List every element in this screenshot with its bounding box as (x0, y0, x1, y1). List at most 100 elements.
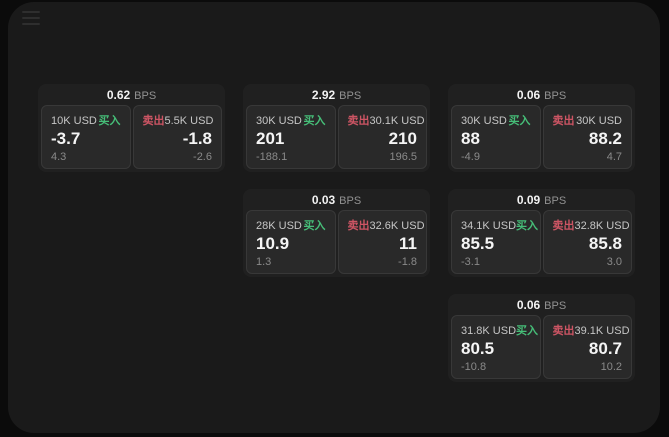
buy-side-label: 买入 (98, 115, 121, 127)
sell-price: 88.2 (588, 129, 622, 149)
quote-panels: 34.1K USD 买入 85.5 -3.1 卖出 32.8K USD 85.8… (451, 210, 632, 274)
buy-top-row: 34.1K USD 买入 (461, 217, 538, 233)
quote-card: 0.62 BPS 10K USD 买入 -3.7 4.3 卖出 5.5K USD (38, 84, 225, 172)
buy-panel[interactable]: 31.8K USD 买入 80.5 -10.8 (451, 315, 541, 379)
sell-panel[interactable]: 卖出 30K USD 88.2 4.7 (542, 105, 632, 169)
bps-header: 2.92 BPS (246, 84, 427, 105)
sell-panel[interactable]: 卖出 30.1K USD 210 196.5 (337, 105, 427, 169)
buy-price: -3.7 (51, 129, 81, 149)
bps-header: 0.62 BPS (41, 84, 222, 105)
sell-price: 85.8 (588, 234, 622, 254)
buy-panel[interactable]: 30K USD 买入 201 -188.1 (246, 105, 336, 169)
buy-amount: 31.8K USD (461, 325, 517, 337)
sell-panel[interactable]: 卖出 32.6K USD 11 -1.8 (337, 210, 427, 274)
sell-price: 210 (388, 129, 417, 149)
sell-amount: 30.1K USD (369, 115, 425, 127)
bps-unit-label: BPS (544, 300, 567, 312)
buy-panel[interactable]: 28K USD 买入 10.9 1.3 (246, 210, 336, 274)
sell-change: 196.5 (389, 151, 417, 163)
buy-change: -188.1 (256, 151, 288, 163)
sell-side-label: 卖出 (347, 220, 370, 232)
sell-amount: 32.6K USD (369, 220, 425, 232)
sell-price: 80.7 (588, 339, 622, 359)
sell-top-row: 卖出 30K USD (553, 112, 623, 128)
bps-header: 0.03 BPS (246, 189, 427, 210)
bps-header: 0.09 BPS (451, 189, 632, 210)
bps-header: 0.06 BPS (451, 294, 632, 315)
buy-change: -4.9 (461, 151, 480, 163)
bps-unit-label: BPS (339, 90, 362, 102)
sell-panel[interactable]: 卖出 32.8K USD 85.8 3.0 (542, 210, 632, 274)
bps-unit-label: BPS (339, 195, 362, 207)
sell-price: 11 (399, 234, 417, 254)
buy-panel[interactable]: 10K USD 买入 -3.7 4.3 (41, 105, 131, 169)
sell-change: -2.6 (193, 151, 212, 163)
sell-price: -1.8 (182, 129, 212, 149)
buy-top-row: 30K USD 买入 (461, 112, 531, 128)
buy-change: 4.3 (51, 151, 67, 163)
sell-panel[interactable]: 卖出 5.5K USD -1.8 -2.6 (132, 105, 222, 169)
sell-top-row: 卖出 39.1K USD (552, 322, 630, 338)
bps-value: 0.06 (516, 88, 541, 102)
buy-price: 10.9 (256, 234, 290, 254)
sell-side-label: 卖出 (347, 115, 370, 127)
sell-side-label: 卖出 (552, 220, 575, 232)
bps-value: 0.62 (106, 88, 131, 102)
sell-amount: 39.1K USD (574, 325, 630, 337)
buy-price: 201 (256, 129, 285, 149)
sell-top-row: 卖出 32.6K USD (347, 217, 425, 233)
quote-card: 0.06 BPS 30K USD 买入 88 -4.9 卖出 30K USD (448, 84, 635, 172)
buy-amount: 30K USD (461, 115, 507, 127)
sell-side-label: 卖出 (142, 115, 165, 127)
buy-side-label: 买入 (303, 115, 326, 127)
buy-change: -3.1 (461, 256, 480, 268)
quote-panels: 30K USD 买入 201 -188.1 卖出 30.1K USD 210 1… (246, 105, 427, 169)
quote-panels: 10K USD 买入 -3.7 4.3 卖出 5.5K USD -1.8 -2.… (41, 105, 222, 169)
sell-change: 10.2 (600, 361, 622, 373)
buy-price: 85.5 (461, 234, 495, 254)
bps-value: 0.09 (516, 193, 541, 207)
sell-amount: 32.8K USD (574, 220, 630, 232)
quote-panels: 28K USD 买入 10.9 1.3 卖出 32.6K USD 11 -1.8 (246, 210, 427, 274)
sell-side-label: 卖出 (552, 115, 575, 127)
quote-card: 0.09 BPS 34.1K USD 买入 85.5 -3.1 卖出 32.8K … (448, 189, 635, 277)
bps-value: 0.06 (516, 298, 541, 312)
hamburger-menu-icon[interactable] (22, 11, 40, 25)
sell-panel[interactable]: 卖出 39.1K USD 80.7 10.2 (542, 315, 632, 379)
buy-change: -10.8 (461, 361, 487, 373)
buy-top-row: 31.8K USD 买入 (461, 322, 538, 338)
buy-panel[interactable]: 30K USD 买入 88 -4.9 (451, 105, 541, 169)
quote-panels: 31.8K USD 买入 80.5 -10.8 卖出 39.1K USD 80.… (451, 315, 632, 379)
buy-side-label: 买入 (508, 115, 531, 127)
buy-amount: 28K USD (256, 220, 302, 232)
sell-amount: 5.5K USD (164, 115, 214, 127)
bps-unit-label: BPS (134, 90, 157, 102)
buy-panel[interactable]: 34.1K USD 买入 85.5 -3.1 (451, 210, 541, 274)
buy-side-label: 买入 (303, 220, 326, 232)
bps-unit-label: BPS (544, 195, 567, 207)
buy-top-row: 10K USD 买入 (51, 112, 121, 128)
buy-side-label: 买入 (516, 325, 539, 337)
sell-change: 3.0 (606, 256, 622, 268)
sell-side-label: 卖出 (552, 325, 575, 337)
sell-change: 4.7 (606, 151, 622, 163)
sell-change: -1.8 (398, 256, 417, 268)
bps-value: 0.03 (311, 193, 336, 207)
buy-price: 88 (461, 129, 480, 149)
quote-card: 0.06 BPS 31.8K USD 买入 80.5 -10.8 卖出 39.1K… (448, 294, 635, 382)
app-surface: 0.62 BPS 10K USD 买入 -3.7 4.3 卖出 5.5K USD (8, 2, 660, 433)
bps-unit-label: BPS (544, 90, 567, 102)
bps-value: 2.92 (311, 88, 336, 102)
buy-amount: 34.1K USD (461, 220, 517, 232)
quote-card: 0.03 BPS 28K USD 买入 10.9 1.3 卖出 32.6K USD (243, 189, 430, 277)
quote-card: 2.92 BPS 30K USD 买入 201 -188.1 卖出 30.1K U… (243, 84, 430, 172)
buy-top-row: 28K USD 买入 (256, 217, 326, 233)
buy-amount: 10K USD (51, 115, 97, 127)
sell-top-row: 卖出 30.1K USD (347, 112, 425, 128)
sell-top-row: 卖出 5.5K USD (142, 112, 214, 128)
buy-price: 80.5 (461, 339, 495, 359)
sell-top-row: 卖出 32.8K USD (552, 217, 630, 233)
quote-panels: 30K USD 买入 88 -4.9 卖出 30K USD 88.2 4.7 (451, 105, 632, 169)
sell-amount: 30K USD (576, 115, 622, 127)
quote-card-grid: 0.62 BPS 10K USD 买入 -3.7 4.3 卖出 5.5K USD (38, 84, 635, 382)
